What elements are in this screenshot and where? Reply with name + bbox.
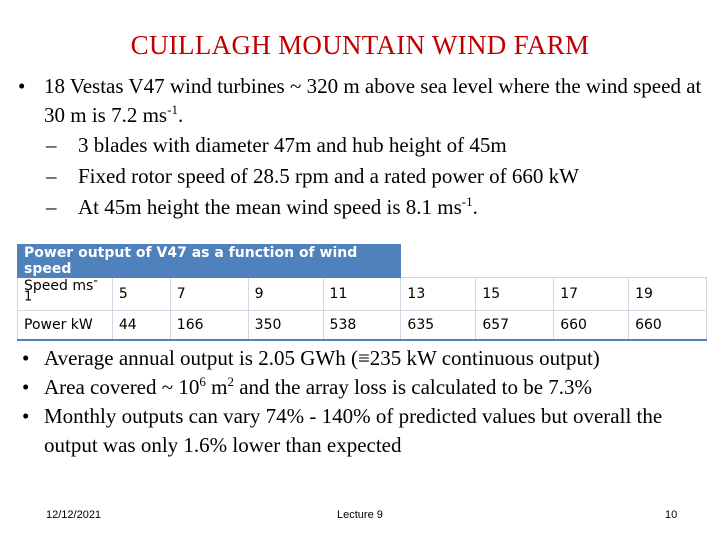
bullet-dot: • bbox=[18, 74, 26, 98]
power-table: Power output of V47 as a function of win… bbox=[16, 244, 707, 341]
unit-exponent: -1 bbox=[167, 102, 178, 117]
sub-bullet-rotor: – Fixed rotor speed of 28.5 rpm and a ra… bbox=[18, 161, 708, 192]
sub-bullet-blades-text: 3 blades with diameter 47m and hub heigh… bbox=[78, 133, 507, 157]
power-label-cell: Power kW bbox=[17, 310, 113, 341]
speed-label-cell: Speed ms-1 bbox=[17, 274, 113, 311]
sub-bullet-blades: – 3 blades with diameter 47m and hub hei… bbox=[18, 130, 708, 161]
table-cell: 660 bbox=[628, 310, 707, 341]
dash-marker: – bbox=[46, 133, 57, 157]
speed-label: Speed ms bbox=[24, 278, 94, 294]
bullet-monthly-text: Monthly outputs can vary 74% - 140% of p… bbox=[44, 404, 663, 457]
bullet-area: • Area covered ~ 106 m2 and the array lo… bbox=[22, 373, 712, 402]
bullet-area-rest: and the array loss is calculated to be 7… bbox=[233, 375, 593, 399]
slide-number: 10 bbox=[665, 509, 678, 521]
footer-lecture: Lecture 9 bbox=[337, 509, 383, 521]
bullet-turbines-text: 18 Vestas V47 wind turbines ~ 320 m abov… bbox=[44, 74, 702, 127]
table-cell: 19 bbox=[628, 277, 707, 311]
bullet-dot: • bbox=[22, 404, 30, 428]
table-cell: 657 bbox=[475, 310, 555, 341]
footer-date: 12/12/2021 bbox=[46, 509, 102, 521]
bullet-area-text: Area covered ~ 10 bbox=[44, 375, 200, 399]
table-cell: 635 bbox=[400, 310, 477, 341]
table-cell: 166 bbox=[169, 310, 249, 341]
table-row-speed: Speed ms-1 5 7 9 11 13 15 17 19 bbox=[17, 274, 707, 311]
table-header-blank bbox=[400, 244, 707, 278]
slide-title: CUILLAGH MOUNTAIN WIND FARM bbox=[130, 30, 590, 60]
table-cell: 350 bbox=[247, 310, 324, 341]
table-cell: 7 bbox=[169, 277, 249, 311]
area-exponent: 6 bbox=[199, 374, 206, 389]
table-header-row: Power output of V47 as a function of win… bbox=[16, 244, 707, 278]
table-cell: 13 bbox=[400, 277, 477, 311]
bullet-dot: • bbox=[22, 346, 30, 370]
table-cell: 11 bbox=[322, 277, 402, 311]
unit-exponent: -1 bbox=[461, 194, 473, 209]
table-cell: 9 bbox=[247, 277, 324, 311]
table-cell: 660 bbox=[553, 310, 630, 341]
bullet-area-unit: m bbox=[205, 375, 228, 399]
bullet-period: . bbox=[177, 103, 184, 127]
sub-bullet-mean-speed: – At 45m height the mean wind speed is 8… bbox=[18, 192, 708, 223]
intro-bullets: • 18 Vestas V47 wind turbines ~ 320 m ab… bbox=[18, 72, 708, 223]
table-cell: 17 bbox=[553, 277, 630, 311]
dash-marker: – bbox=[46, 195, 57, 219]
bullet-annual-output: • Average annual output is 2.05 GWh (≡23… bbox=[22, 344, 712, 373]
table-cell: 5 bbox=[111, 277, 171, 311]
bullet-annual-output-text: Average annual output is 2.05 GWh (≡235 … bbox=[44, 346, 600, 370]
speed-exponent: -1 bbox=[24, 273, 98, 305]
unit-exponent: 2 bbox=[227, 374, 234, 389]
bullet-turbines: • 18 Vestas V47 wind turbines ~ 320 m ab… bbox=[18, 72, 708, 130]
table-row-power: Power kW 44 166 350 538 635 657 660 660 bbox=[17, 310, 707, 341]
sub-bullet-mean-speed-text: At 45m height the mean wind speed is 8.1… bbox=[78, 195, 462, 219]
summary-bullets: • Average annual output is 2.05 GWh (≡23… bbox=[22, 344, 712, 460]
sub-bullet-rotor-text: Fixed rotor speed of 28.5 rpm and a rate… bbox=[78, 164, 579, 188]
table-cell: 15 bbox=[475, 277, 555, 311]
table-cell: 538 bbox=[322, 310, 402, 341]
table-cell: 44 bbox=[111, 310, 171, 341]
bullet-dot: • bbox=[22, 375, 30, 399]
dash-marker: – bbox=[46, 164, 57, 188]
table-header: Power output of V47 as a function of win… bbox=[16, 244, 402, 278]
bullet-monthly: • Monthly outputs can vary 74% - 140% of… bbox=[22, 402, 712, 460]
sub-bullet-period: . bbox=[472, 195, 478, 219]
